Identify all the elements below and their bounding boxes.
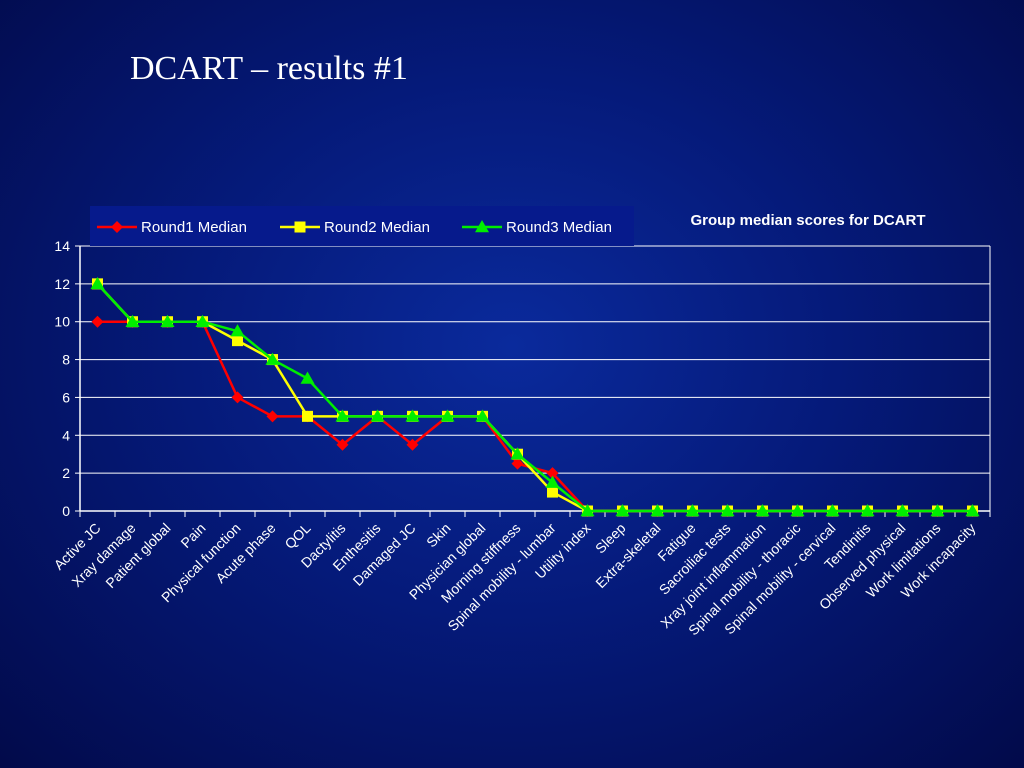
data-point [90,276,105,290]
data-point [405,409,420,422]
data-point [440,409,455,422]
data-point [231,391,244,404]
data-point [545,475,560,488]
data-point [160,314,175,327]
data-point [895,504,910,517]
data-point [475,409,490,422]
series-3 [90,276,980,517]
legend-label: Round1 Median [141,219,247,236]
data-point [546,467,559,480]
data-point [965,504,980,517]
x-tick-label: Skin [423,520,454,551]
legend-box [90,206,634,246]
data-point [790,504,805,517]
data-point [650,504,665,517]
data-point [685,504,700,517]
data-point [580,504,595,517]
y-tick-label: 12 [54,276,70,292]
chart-title: Group median scores for DCART [690,212,925,229]
y-tick-label: 10 [54,314,70,330]
data-point [336,438,349,451]
data-point [266,410,279,423]
gridlines [80,245,990,512]
data-point [860,504,875,517]
legend-item: Round1 Median [97,219,247,236]
data-point [755,504,770,517]
x-tick-label: Pain [177,520,208,551]
legend-item: Round2 Median [280,219,430,236]
slide-title: DCART – results #1 [130,50,408,87]
series [90,276,980,517]
data-point [125,314,140,327]
legend-marker [294,221,306,233]
data-point [232,335,243,347]
data-point [825,504,840,517]
data-point [300,371,315,384]
y-tick-label: 6 [62,389,70,405]
series-line [97,320,973,513]
axes [75,245,991,517]
data-point [406,438,419,451]
legend-item: Round3 Median [462,219,612,236]
data-point [195,314,210,327]
y-tick-label: 14 [54,238,70,254]
data-point [615,504,630,517]
data-point [547,486,558,498]
data-point [230,324,245,337]
data-point [720,504,735,517]
y-tick-label: 2 [62,465,70,481]
legend-marker [111,221,123,233]
data-point [930,504,945,517]
series-1 [91,315,979,517]
legend-label: Round2 Median [324,219,430,236]
legend-marker [475,220,489,233]
data-point [511,457,524,470]
legend-label: Round3 Median [506,219,612,236]
data-point [335,409,350,422]
y-tick-labels: 0 2 4 6 8 10 12 14 [54,238,70,519]
data-point [91,315,104,328]
y-tick-label: 8 [62,352,70,368]
y-tick-label: 4 [62,427,70,443]
data-point [370,409,385,422]
y-tick-label: 0 [62,503,70,519]
data-point [302,410,313,422]
data-point [510,447,525,460]
data-point [265,352,280,365]
legend: Round1 Median Round2 Median Round3 Median [90,206,634,246]
